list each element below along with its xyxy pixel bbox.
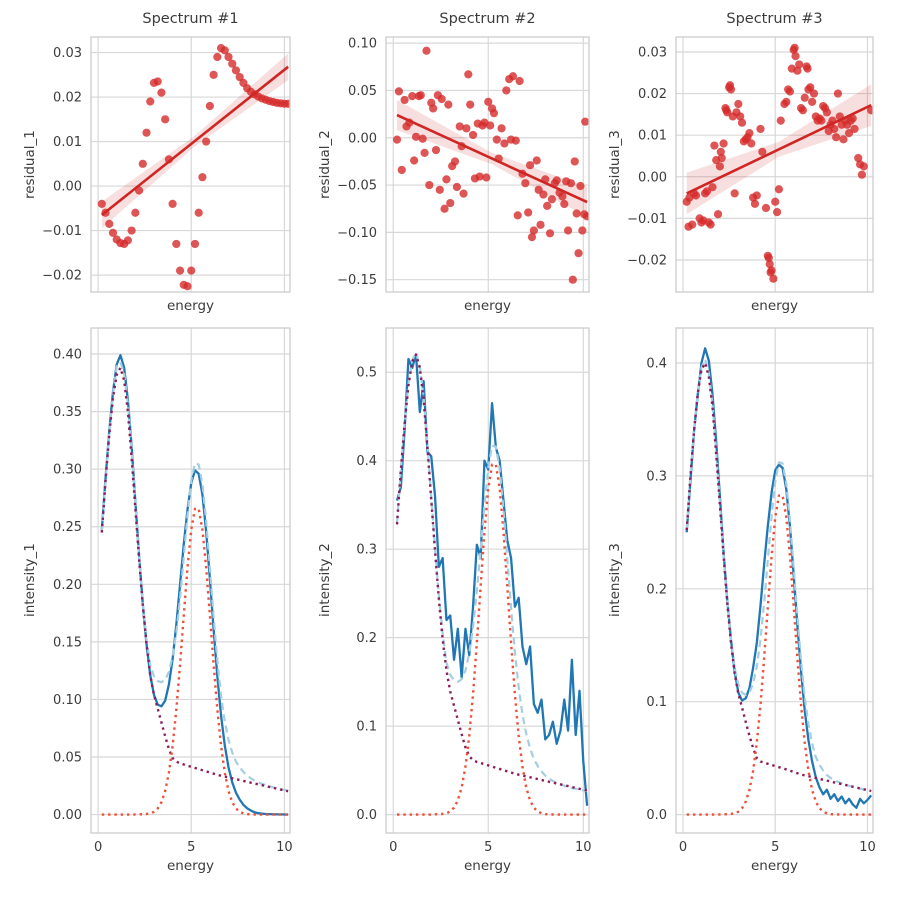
intensity-1-spectrum-gridlines	[91, 328, 290, 833]
spectrum-2-residuals-scatter-points	[392, 46, 589, 284]
spectrum-1-residuals-plot-area	[97, 44, 290, 291]
intensity-1-spectrum-ytick: 0.10	[53, 693, 82, 708]
x-axis-label-energy-2: energy	[463, 298, 512, 314]
y-axis-label-residual-1: residual_1	[22, 130, 38, 199]
intensity-3-spectrum-xtick: 5	[771, 840, 779, 855]
chart-title-spectrum-3: Spectrum #3	[726, 11, 823, 27]
intensity-1-spectrum-ytick: 0.20	[53, 578, 82, 593]
intensity-3-spectrum-spines	[675, 327, 874, 834]
spectrum-2-residuals-ytick: −0.15	[337, 273, 377, 288]
intensity-3-spectrum-peak_1_component-line	[685, 361, 872, 793]
intensity-1-spectrum-xtick: 0	[94, 840, 102, 855]
intensity-3-spectrum-xtick: 0	[679, 840, 687, 855]
chart-title-spectrum-1: Spectrum #1	[142, 11, 239, 27]
intensity-2-spectrum-gridlines	[386, 328, 589, 833]
spectrum-3-residuals-ytick: 0.03	[638, 45, 667, 60]
intensity-2-spectrum-ytick: 0.2	[356, 631, 377, 646]
spectrum-3-residuals-ytick: 0.01	[638, 129, 667, 144]
spectrum-1-residuals-ytick: −0.01	[42, 224, 82, 239]
intensity-3-spectrum-gridlines	[676, 328, 873, 833]
intensity-1-spectrum-ytick: 0.00	[53, 808, 82, 823]
x-axis-label-energy-5: energy	[463, 858, 512, 874]
spectrum-2-residuals-regression-line	[396, 113, 588, 204]
spectrum-3-residuals-plot-area	[682, 43, 873, 283]
x-axis-label-energy-4: energy	[166, 858, 215, 874]
intensity-3-spectrum-plot-area	[685, 347, 873, 816]
intensity-3-spectrum-ytick: 0.1	[646, 695, 667, 710]
intensity-2-spectrum-peak_1_component-line	[395, 353, 588, 792]
spectrum-2-residuals-gridlines	[386, 37, 589, 292]
y-axis-label-residual-3: residual_3	[607, 130, 623, 199]
spectrum-2-residuals-spines	[385, 36, 590, 293]
spectrum-2-residuals-ytick: 0.00	[348, 131, 377, 146]
intensity-1-spectrum-ytick: 0.15	[53, 635, 82, 650]
intensity-2-spectrum-ytick: 0.1	[356, 720, 377, 735]
intensity-2-spectrum-xtick: 0	[389, 840, 397, 855]
x-axis-label-energy-1: energy	[166, 298, 215, 314]
spectrum-1-residuals-ytick: 0.00	[53, 180, 82, 195]
intensity-2-spectrum-ytick: 0.0	[356, 808, 377, 823]
intensity-2-spectrum-ytick: 0.5	[356, 366, 377, 381]
intensity-1-spectrum-xtick: 5	[187, 840, 195, 855]
intensity-1-spectrum-xtick: 10	[276, 840, 293, 855]
intensity-1-spectrum-best_fit-line	[100, 360, 289, 792]
spectrum-2-residuals-ytick: 0.10	[348, 37, 377, 52]
intensity-2-spectrum-ytick: 0.4	[356, 454, 377, 469]
spectrum-1-residuals-spines	[90, 36, 291, 293]
spectrum-1-residuals-ytick: 0.02	[53, 91, 82, 106]
spectrum-1-residuals-gridlines	[91, 37, 290, 292]
intensity-2-spectrum-xtick: 5	[484, 840, 492, 855]
intensity-2-spectrum-xtick: 10	[575, 840, 592, 855]
intensity-3-spectrum-ytick: 0.0	[646, 808, 667, 823]
spectrum-3-residuals-scatter-points	[682, 43, 873, 283]
intensity-1-spectrum-ytick: 0.30	[53, 463, 82, 478]
y-axis-label-intensity-3: intensity_3	[607, 543, 623, 618]
spectrum-1-residuals-regression-line	[100, 65, 289, 217]
spectrum-2-residuals-plot-area	[392, 46, 589, 284]
spectrum-1-residuals-ytick: 0.03	[53, 46, 82, 61]
intensity-2-spectrum-plot-area	[395, 351, 589, 816]
x-axis-label-energy-3: energy	[750, 298, 799, 314]
intensity-1-spectrum-peak_2_component-line	[101, 507, 289, 816]
y-axis-label-residual-2: residual_2	[317, 130, 333, 199]
intensity-3-spectrum-ytick: 0.3	[646, 469, 667, 484]
chart-title-spectrum-2: Spectrum #2	[439, 11, 536, 27]
y-axis-label-intensity-2: intensity_2	[317, 543, 333, 618]
intensity-2-spectrum-peak_2_component-line	[397, 463, 588, 816]
intensity-1-spectrum-ytick: 0.05	[53, 751, 82, 766]
spectrum-3-residuals-gridlines	[676, 37, 873, 292]
spectrum-1-residuals-ytick: −0.02	[42, 269, 82, 284]
intensity-3-spectrum-xtick: 10	[859, 840, 876, 855]
spectrum-2-residuals-ytick: 0.05	[348, 84, 377, 99]
spectrum-1-residuals-ytick: 0.01	[53, 135, 82, 150]
intensity-1-spectrum-ytick: 0.35	[53, 405, 82, 420]
intensity-1-spectrum-ytick: 0.40	[53, 348, 82, 363]
spectrum-2-residuals-ytick: −0.10	[337, 226, 377, 241]
spectrum-3-residuals-regression-line	[686, 104, 872, 195]
spectrum-3-residuals-spines	[675, 36, 874, 293]
spectrum-3-residuals-ytick: 0.00	[638, 170, 667, 185]
intensity-1-spectrum-measured-line	[100, 354, 289, 816]
intensity-1-spectrum-plot-area	[100, 354, 289, 816]
intensity-3-spectrum-peak_2_component-line	[686, 494, 872, 816]
spectrum-2-residuals-ytick: −0.05	[337, 179, 377, 194]
y-axis-label-intensity-1: intensity_1	[22, 543, 38, 618]
spectrum-3-residuals-ytick: 0.02	[638, 87, 667, 102]
intensity-3-spectrum-ytick: 0.2	[646, 582, 667, 597]
intensity-3-spectrum-ytick: 0.4	[646, 356, 667, 371]
x-axis-label-energy-6: energy	[750, 858, 799, 874]
intensity-1-spectrum-peak_1_component-line	[100, 366, 289, 793]
spectrum-3-residuals-ytick: −0.01	[627, 212, 667, 227]
intensity-2-spectrum-ytick: 0.3	[356, 543, 377, 558]
intensity-2-spectrum-spines	[385, 327, 590, 834]
intensity-1-spectrum-spines	[90, 327, 291, 834]
intensity-1-spectrum-ytick: 0.25	[53, 520, 82, 535]
spectrum-3-residuals-ytick: −0.02	[627, 253, 667, 268]
